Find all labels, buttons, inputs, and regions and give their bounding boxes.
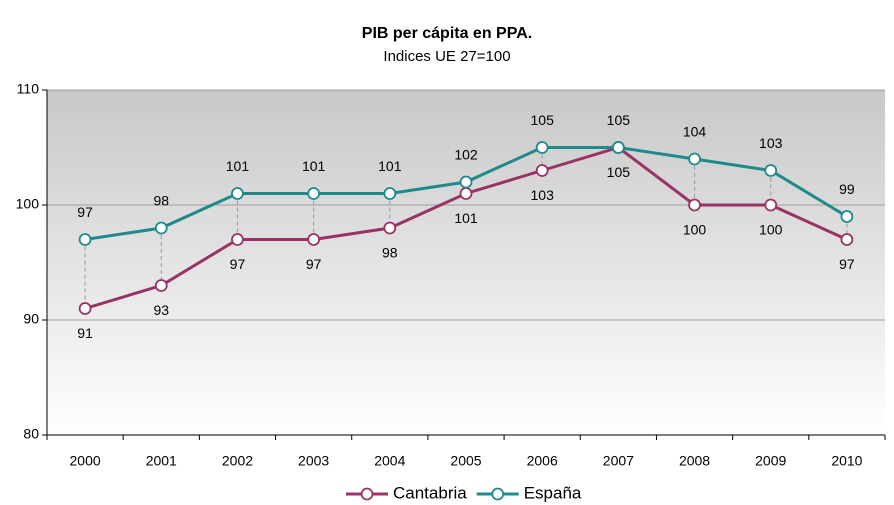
data-label: 105 xyxy=(607,112,631,128)
chart-title: PIB per cápita en PPA. xyxy=(362,25,532,42)
data-label: 103 xyxy=(531,187,555,203)
y-tick-label: 100 xyxy=(16,196,40,212)
data-label: 100 xyxy=(759,222,783,238)
data-point xyxy=(840,233,854,246)
data-label: 99 xyxy=(839,181,855,197)
data-label: 100 xyxy=(683,222,707,238)
data-point xyxy=(459,187,473,200)
y-tick-label: 80 xyxy=(23,426,39,442)
data-label: 97 xyxy=(306,256,322,272)
data-label: 105 xyxy=(607,164,631,180)
chart-subtitle: Indices UE 27=100 xyxy=(383,48,510,65)
data-point xyxy=(154,221,168,235)
data-label: 97 xyxy=(839,256,855,272)
y-tick-label: 90 xyxy=(23,311,39,327)
data-point xyxy=(764,198,778,212)
data-label: 91 xyxy=(77,325,93,341)
x-tick-label: 2006 xyxy=(527,453,558,469)
data-label: 105 xyxy=(531,112,555,128)
data-point xyxy=(154,279,168,292)
y-tick-label: 110 xyxy=(17,81,40,97)
data-point xyxy=(535,141,549,154)
data-point xyxy=(307,187,321,200)
data-point xyxy=(535,164,549,177)
legend-label: Cantabria xyxy=(393,483,467,502)
x-tick-label: 2009 xyxy=(755,453,786,469)
data-label: 97 xyxy=(230,256,246,272)
data-point xyxy=(688,152,701,166)
data-point xyxy=(688,198,701,212)
data-label: 102 xyxy=(454,147,478,163)
data-label: 101 xyxy=(454,210,478,226)
plot-background xyxy=(47,90,885,435)
x-tick-label: 2002 xyxy=(222,453,253,469)
x-tick-label: 2008 xyxy=(679,453,710,469)
x-tick-label: 2001 xyxy=(146,453,177,469)
legend-marker xyxy=(360,487,374,501)
data-label: 93 xyxy=(153,302,169,318)
data-point xyxy=(231,233,244,246)
data-label: 101 xyxy=(302,158,326,174)
data-label: 98 xyxy=(153,193,169,209)
x-tick-label: 2010 xyxy=(831,453,862,469)
legend-label: España xyxy=(524,483,582,502)
data-point xyxy=(611,141,625,154)
data-label: 101 xyxy=(226,158,250,174)
data-point xyxy=(764,164,778,177)
data-point xyxy=(840,210,854,223)
data-point xyxy=(78,302,92,315)
data-point xyxy=(307,233,321,246)
data-label: 98 xyxy=(382,245,398,261)
data-point xyxy=(383,221,397,235)
data-point xyxy=(78,233,92,246)
data-point xyxy=(231,187,244,200)
data-point xyxy=(459,175,473,189)
x-tick-label: 2003 xyxy=(298,453,329,469)
data-point xyxy=(383,187,397,200)
legend-marker xyxy=(491,487,505,501)
data-label: 104 xyxy=(683,124,707,140)
x-tick-label: 2004 xyxy=(374,453,405,469)
x-tick-label: 2000 xyxy=(70,453,101,469)
data-label: 97 xyxy=(77,204,93,220)
data-label: 103 xyxy=(759,135,783,151)
x-tick-label: 2007 xyxy=(603,453,634,469)
data-label: 101 xyxy=(378,158,402,174)
x-tick-label: 2005 xyxy=(450,453,481,469)
